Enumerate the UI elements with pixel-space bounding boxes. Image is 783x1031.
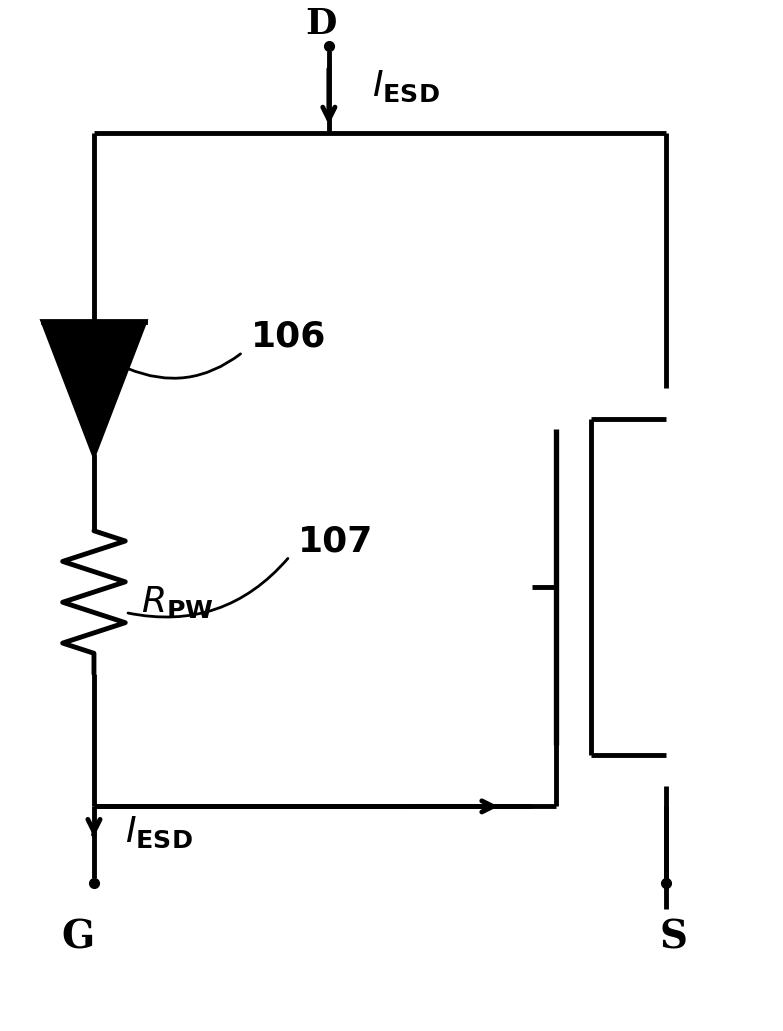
Text: G: G bbox=[62, 919, 95, 957]
Text: 107: 107 bbox=[298, 524, 373, 558]
Text: 106: 106 bbox=[251, 320, 326, 354]
Polygon shape bbox=[43, 322, 145, 455]
Text: $I_{\mathregular{ESD}}$: $I_{\mathregular{ESD}}$ bbox=[372, 69, 440, 104]
Text: $R_{\mathregular{PW}}$: $R_{\mathregular{PW}}$ bbox=[141, 585, 214, 621]
Text: $I_{\mathregular{ESD}}$: $I_{\mathregular{ESD}}$ bbox=[125, 814, 193, 850]
Text: D: D bbox=[305, 7, 337, 41]
Text: S: S bbox=[659, 919, 687, 957]
